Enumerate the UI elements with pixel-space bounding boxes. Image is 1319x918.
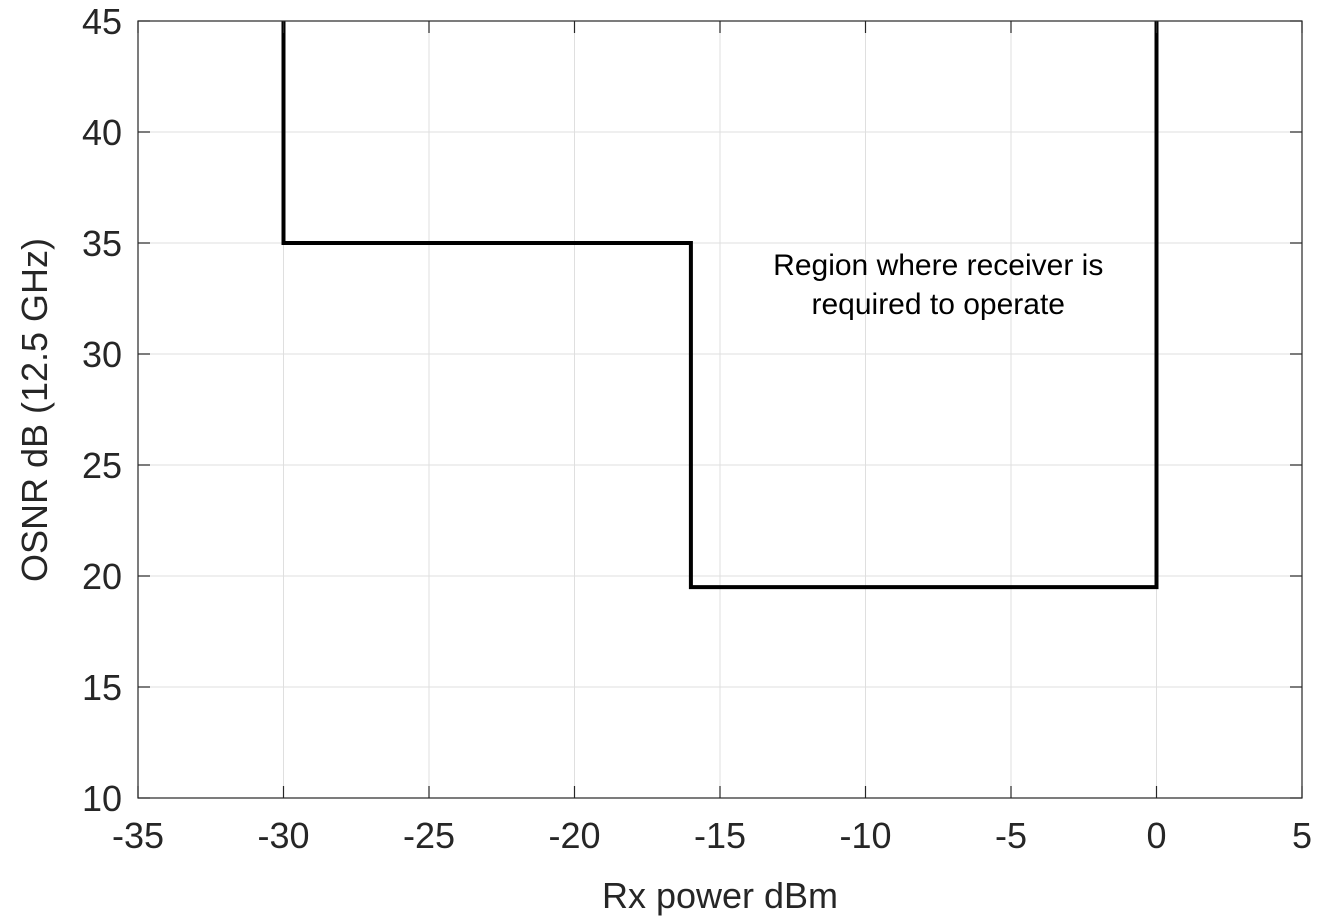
tick-marks [137, 20, 1303, 799]
x-tick-label: 5 [1292, 815, 1312, 856]
y-tick-labels: 10 15 20 25 30 35 40 45 [82, 1, 122, 819]
x-axis-label: Rx power dBm [602, 875, 838, 916]
y-tick-label: 35 [82, 223, 122, 264]
series-line [281, 21, 1159, 590]
x-tick-label: 0 [1146, 815, 1166, 856]
x-tick-label: -35 [112, 815, 164, 856]
y-tick-label: 45 [82, 1, 122, 42]
annotation-text: Region where receiver is required to oper… [773, 249, 1103, 321]
annotation-line: required to operate [811, 288, 1065, 321]
grid-lines [138, 21, 1302, 798]
x-tick-label: -20 [548, 815, 600, 856]
annotations-group: Region where receiver is required to oper… [773, 249, 1103, 321]
y-axis-label: OSNR dB (12.5 GHz) [14, 238, 55, 582]
x-tick-label: -15 [694, 815, 746, 856]
annotation-line: Region where receiver is [773, 249, 1103, 282]
x-tick-label: -30 [257, 815, 309, 856]
y-tick-label: 10 [82, 778, 122, 819]
y-tick-label: 15 [82, 667, 122, 708]
x-tick-label: -25 [403, 815, 455, 856]
x-tick-labels: -35 -30 -25 -20 -15 -10 -5 0 5 [112, 815, 1312, 856]
y-tick-label: 40 [82, 112, 122, 153]
x-tick-label: -5 [995, 815, 1027, 856]
y-tick-label: 30 [82, 334, 122, 375]
series-group [281, 21, 1159, 590]
x-tick-label: -10 [839, 815, 891, 856]
y-tick-label: 25 [82, 445, 122, 486]
y-tick-label: 20 [82, 556, 122, 597]
